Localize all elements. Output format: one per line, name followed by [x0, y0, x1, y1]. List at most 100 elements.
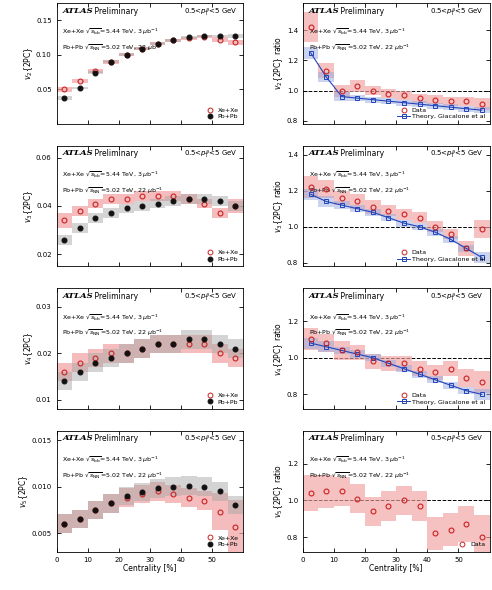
- Bar: [443, 104, 459, 110]
- Text: Pb+Pb $\sqrt{s_\mathrm{NN}}$=5.02 TeV, 22 $\mu$b$^{-1}$: Pb+Pb $\sqrt{s_\mathrm{NN}}$=5.02 TeV, 2…: [308, 185, 410, 196]
- Bar: [396, 219, 412, 227]
- Bar: [88, 69, 103, 73]
- Bar: [212, 38, 228, 42]
- Text: Xe+Xe $\sqrt{s_\mathrm{bb}}$=5.44 TeV, 3 $\mu$b$^{-1}$: Xe+Xe $\sqrt{s_\mathrm{bb}}$=5.44 TeV, 3…: [308, 170, 405, 180]
- Bar: [88, 353, 103, 372]
- Bar: [119, 344, 134, 362]
- Legend: Xe+Xe, Pb+Pb: Xe+Xe, Pb+Pb: [202, 391, 240, 406]
- Bar: [119, 194, 134, 204]
- Bar: [303, 12, 318, 42]
- Bar: [212, 482, 228, 500]
- Bar: [350, 80, 365, 92]
- Bar: [303, 47, 318, 59]
- Bar: [196, 491, 212, 510]
- Bar: [103, 494, 119, 513]
- Bar: [103, 494, 119, 513]
- Bar: [428, 517, 443, 550]
- Text: Xe+Xe $\sqrt{s_\mathrm{bb}}$=5.44 TeV, 3 $\mu$b$^{-1}$: Xe+Xe $\sqrt{s_\mathrm{bb}}$=5.44 TeV, 3…: [62, 312, 159, 323]
- Bar: [474, 389, 490, 400]
- Bar: [396, 91, 412, 100]
- Bar: [334, 92, 350, 101]
- X-axis label: Centrality [%]: Centrality [%]: [123, 564, 177, 573]
- Bar: [196, 199, 212, 208]
- X-axis label: Centrality [%]: Centrality [%]: [369, 564, 423, 573]
- Bar: [212, 335, 228, 353]
- Bar: [196, 335, 212, 353]
- Legend: Xe+Xe, Pb+Pb: Xe+Xe, Pb+Pb: [202, 249, 240, 263]
- Bar: [57, 514, 72, 533]
- Bar: [88, 199, 103, 208]
- Bar: [196, 330, 212, 349]
- Text: ATLAS: ATLAS: [62, 149, 93, 157]
- Bar: [459, 506, 474, 542]
- Bar: [181, 476, 196, 495]
- Text: Preliminary: Preliminary: [338, 6, 385, 15]
- Bar: [350, 205, 365, 212]
- Bar: [334, 201, 350, 209]
- Bar: [57, 87, 72, 92]
- Text: ATLAS: ATLAS: [62, 434, 93, 442]
- Bar: [134, 483, 150, 501]
- Bar: [474, 107, 490, 113]
- Legend: Xe+Xe, Pb+Pb: Xe+Xe, Pb+Pb: [202, 106, 240, 121]
- Bar: [57, 213, 72, 228]
- Bar: [350, 350, 365, 358]
- Bar: [119, 53, 134, 56]
- Bar: [119, 53, 134, 56]
- Bar: [228, 339, 243, 358]
- Text: Xe+Xe $\sqrt{s_\mathrm{bb}}$=5.44 TeV, 3 $\mu$b$^{-1}$: Xe+Xe $\sqrt{s_\mathrm{bb}}$=5.44 TeV, 3…: [308, 312, 405, 323]
- Bar: [443, 97, 459, 106]
- Bar: [428, 221, 443, 232]
- Bar: [181, 194, 196, 204]
- Text: 0.5<$p_\mathrm{T}^a$<5 GeV: 0.5<$p_\mathrm{T}^a$<5 GeV: [184, 434, 238, 447]
- Bar: [412, 223, 428, 230]
- Bar: [119, 489, 134, 507]
- Bar: [412, 212, 428, 223]
- Text: Pb+Pb $\sqrt{s_\mathrm{NN}}$=5.02 TeV, 22 $\mu$b$^{-1}$: Pb+Pb $\sqrt{s_\mathrm{NN}}$=5.02 TeV, 2…: [308, 471, 410, 481]
- Bar: [318, 341, 334, 352]
- Text: Pb+Pb $\sqrt{s_\mathrm{NN}}$=5.02 TeV, 22 $\mu$b$^{-1}$: Pb+Pb $\sqrt{s_\mathrm{NN}}$=5.02 TeV, 2…: [62, 328, 163, 339]
- Bar: [212, 35, 228, 38]
- Bar: [103, 60, 119, 64]
- Bar: [150, 482, 165, 500]
- Bar: [212, 208, 228, 218]
- Bar: [396, 486, 412, 515]
- Y-axis label: $v_3${2PC}: $v_3${2PC}: [22, 189, 34, 223]
- Bar: [165, 192, 181, 201]
- Bar: [396, 209, 412, 219]
- Bar: [303, 475, 318, 512]
- Text: 0.5<$p_\mathrm{T}^a$<5 GeV: 0.5<$p_\mathrm{T}^a$<5 GeV: [430, 6, 484, 18]
- Bar: [474, 219, 490, 238]
- Bar: [103, 194, 119, 204]
- Bar: [459, 106, 474, 112]
- Legend: Data, Theory, Giacalone et al: Data, Theory, Giacalone et al: [396, 249, 487, 263]
- Y-axis label: $v_5${2PC}: $v_5${2PC}: [17, 474, 30, 508]
- Text: ATLAS: ATLAS: [308, 6, 339, 15]
- Bar: [318, 180, 334, 198]
- Bar: [428, 376, 443, 384]
- Bar: [72, 353, 88, 372]
- Text: ATLAS: ATLAS: [308, 292, 339, 300]
- Legend: Data, Theory, Giacalone et al: Data, Theory, Giacalone et al: [396, 106, 487, 121]
- Bar: [412, 371, 428, 378]
- Bar: [443, 382, 459, 389]
- Bar: [88, 500, 103, 519]
- Bar: [72, 79, 88, 83]
- Bar: [396, 356, 412, 371]
- Text: Preliminary: Preliminary: [92, 434, 138, 444]
- Bar: [134, 47, 150, 50]
- Bar: [196, 477, 212, 496]
- Bar: [212, 344, 228, 362]
- Bar: [459, 97, 474, 106]
- Bar: [412, 94, 428, 103]
- Bar: [443, 362, 459, 376]
- Bar: [412, 101, 428, 107]
- Bar: [212, 493, 228, 530]
- Bar: [350, 95, 365, 101]
- Bar: [103, 349, 119, 367]
- Text: Preliminary: Preliminary: [92, 149, 138, 158]
- Bar: [396, 365, 412, 372]
- Text: Pb+Pb $\sqrt{s_\mathrm{NN}}$=5.02 TeV, 22 $\mu$b$^{-1}$: Pb+Pb $\sqrt{s_\mathrm{NN}}$=5.02 TeV, 2…: [308, 328, 410, 339]
- Text: Preliminary: Preliminary: [92, 6, 138, 15]
- Text: ATLAS: ATLAS: [308, 149, 339, 157]
